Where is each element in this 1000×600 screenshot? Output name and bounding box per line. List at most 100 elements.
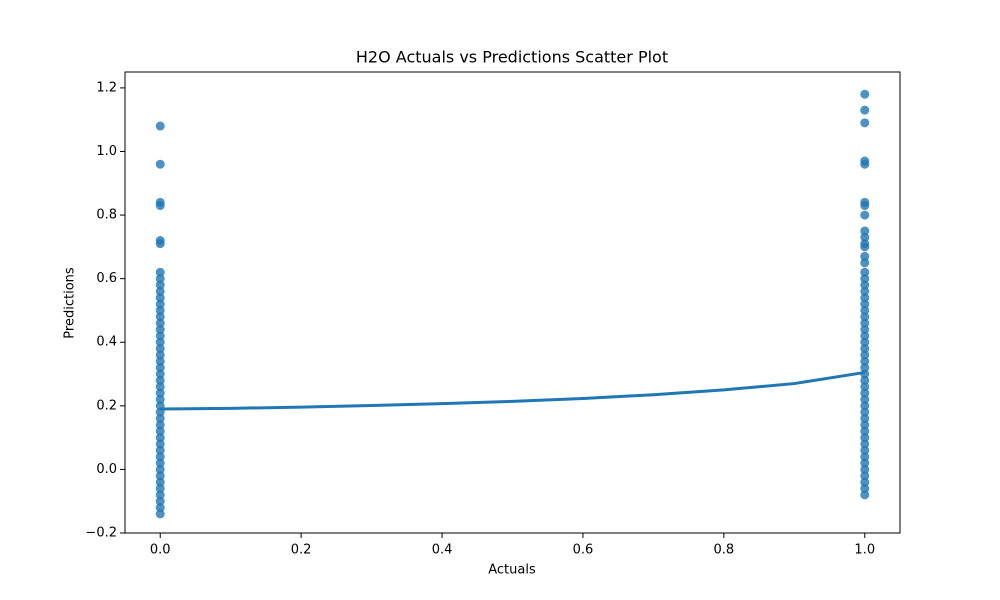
point [860, 210, 870, 220]
point [860, 356, 870, 366]
x-tick-label: 0.2 [291, 543, 312, 558]
point [860, 477, 870, 487]
point [155, 394, 165, 404]
point [860, 452, 870, 462]
point [860, 299, 870, 309]
point [155, 121, 165, 131]
point [155, 464, 165, 474]
point [155, 477, 165, 487]
point [155, 483, 165, 493]
x-axis-label: Actuals [488, 563, 536, 578]
point [860, 232, 870, 242]
y-tick-label: 1.2 [96, 80, 117, 95]
point [860, 201, 870, 211]
x-tick-label: 1.0 [854, 543, 875, 558]
point [155, 509, 165, 519]
point [860, 105, 870, 115]
y-tick-label: 0.8 [96, 208, 117, 223]
x-tick-label: 0.8 [714, 543, 735, 558]
y-tick-label: 0.2 [96, 398, 117, 413]
x-tick-label: 0.0 [150, 543, 171, 558]
point [860, 382, 870, 392]
point [155, 375, 165, 385]
point [860, 363, 870, 373]
point [860, 375, 870, 385]
point [155, 426, 165, 436]
point [860, 445, 870, 455]
point [155, 312, 165, 322]
point [155, 439, 165, 449]
point [860, 490, 870, 500]
point [155, 414, 165, 424]
point [155, 458, 165, 468]
point [155, 344, 165, 354]
point [860, 337, 870, 347]
point [860, 394, 870, 404]
point [155, 274, 165, 284]
point [155, 331, 165, 341]
point [860, 258, 870, 268]
point [860, 274, 870, 284]
point [155, 420, 165, 430]
point [155, 363, 165, 373]
point [155, 267, 165, 277]
y-tick-label: 1.0 [96, 144, 117, 159]
point [860, 242, 870, 252]
plot-frame [124, 71, 901, 534]
x-tick-label: 0.4 [432, 543, 453, 558]
point [155, 369, 165, 379]
point [155, 299, 165, 309]
chart-title: H2O Actuals vs Predictions Scatter Plot [356, 48, 668, 67]
point [860, 293, 870, 303]
point [860, 420, 870, 430]
point [860, 464, 870, 474]
point [860, 350, 870, 360]
point [860, 325, 870, 335]
point [155, 286, 165, 296]
point [155, 356, 165, 366]
point [860, 388, 870, 398]
point [860, 118, 870, 128]
y-tick-label: −0.2 [85, 526, 117, 541]
point [860, 318, 870, 328]
y-tick-label: 0.4 [96, 335, 117, 350]
point [155, 471, 165, 481]
point [860, 458, 870, 468]
point [155, 239, 165, 249]
point [860, 280, 870, 290]
y-axis-label: Predictions [63, 267, 78, 339]
point [860, 267, 870, 277]
point [860, 286, 870, 296]
point [155, 201, 165, 211]
y-tick-label: 0.0 [96, 462, 117, 477]
point [155, 337, 165, 347]
point [155, 388, 165, 398]
point [860, 426, 870, 436]
point [155, 445, 165, 455]
point [155, 490, 165, 500]
point [860, 89, 870, 99]
y-tick-label: 0.6 [96, 271, 117, 286]
point [155, 305, 165, 315]
point [860, 226, 870, 236]
point [860, 251, 870, 261]
point [155, 452, 165, 462]
point [860, 439, 870, 449]
point [155, 503, 165, 513]
x-tick-label: 0.6 [573, 543, 594, 558]
point [155, 496, 165, 506]
point [155, 280, 165, 290]
point [860, 312, 870, 322]
point [860, 407, 870, 417]
point [860, 344, 870, 354]
point [860, 159, 870, 169]
point [155, 318, 165, 328]
fit-line [160, 370, 866, 411]
point [155, 293, 165, 303]
point [860, 414, 870, 424]
point [860, 433, 870, 443]
point [860, 401, 870, 411]
point [860, 305, 870, 315]
point [155, 433, 165, 443]
